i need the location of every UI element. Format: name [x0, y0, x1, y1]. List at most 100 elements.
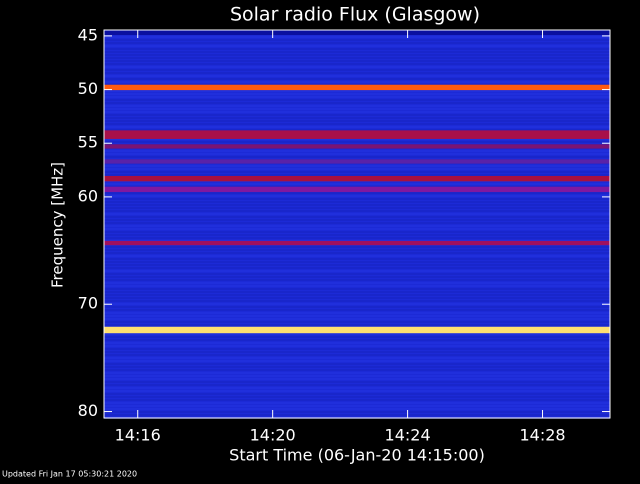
texture [104, 222, 610, 224]
texture [104, 366, 610, 368]
texture [104, 198, 610, 200]
texture [104, 201, 610, 203]
texture [104, 168, 610, 170]
texture [104, 204, 610, 206]
texture [104, 288, 610, 290]
texture [104, 264, 610, 266]
texture [104, 297, 610, 299]
texture [104, 81, 610, 83]
texture [104, 378, 610, 380]
texture [104, 72, 610, 74]
texture [104, 282, 610, 284]
texture [104, 318, 610, 320]
texture [104, 210, 610, 212]
texture [104, 42, 610, 44]
texture [104, 105, 610, 107]
texture [104, 396, 610, 398]
edge [104, 30, 610, 35]
plot-frame [103, 29, 611, 419]
band [104, 84, 610, 91]
texture [104, 363, 610, 365]
texture [104, 273, 610, 275]
texture [104, 339, 610, 341]
texture [104, 48, 610, 50]
texture [104, 150, 610, 152]
texture [104, 354, 610, 356]
texture [104, 69, 610, 71]
texture [104, 399, 610, 401]
texture [104, 36, 610, 38]
texture [104, 372, 610, 374]
texture [104, 66, 610, 68]
texture [104, 246, 610, 248]
texture [104, 291, 610, 293]
texture [104, 141, 610, 143]
texture [104, 114, 610, 116]
texture [104, 153, 610, 155]
texture [104, 171, 610, 173]
texture [104, 90, 610, 92]
texture [104, 387, 610, 389]
texture [104, 351, 610, 353]
band [104, 186, 610, 193]
plot-background [104, 30, 610, 418]
texture [104, 117, 610, 119]
texture [104, 213, 610, 215]
texture [104, 129, 610, 131]
texture [104, 300, 610, 302]
texture [104, 138, 610, 140]
texture [104, 108, 610, 110]
texture [104, 120, 610, 122]
x-tick-label: 14:24 [385, 426, 431, 445]
texture [104, 402, 610, 404]
texture [104, 45, 610, 47]
texture [104, 342, 610, 344]
texture [104, 216, 610, 218]
texture [104, 192, 610, 194]
texture [104, 99, 610, 101]
texture [104, 207, 610, 209]
texture [104, 414, 610, 416]
texture [104, 165, 610, 167]
texture [104, 324, 610, 326]
y-tick-label: 60 [78, 186, 98, 205]
texture [104, 174, 610, 176]
band [104, 159, 610, 164]
texture [104, 252, 610, 254]
texture [104, 63, 610, 65]
band [104, 144, 610, 149]
texture [104, 255, 610, 257]
texture [104, 231, 610, 233]
texture [104, 384, 610, 386]
x-tick-label: 14:16 [115, 426, 161, 445]
texture [104, 411, 610, 413]
texture [104, 75, 610, 77]
texture [104, 309, 610, 311]
texture [104, 156, 610, 158]
chart-title: Solar radio Flux (Glasgow) [230, 4, 480, 26]
texture [104, 285, 610, 287]
y-tick-label: 50 [78, 79, 98, 98]
y-axis-label: Frequency [MHz] [49, 162, 67, 288]
texture [104, 321, 610, 323]
texture [104, 357, 610, 359]
texture [104, 279, 610, 281]
band [104, 175, 610, 182]
texture [104, 336, 610, 338]
texture [104, 261, 610, 263]
y-tick-label: 80 [78, 401, 98, 420]
texture [104, 303, 610, 305]
texture [104, 237, 610, 239]
texture [104, 393, 610, 395]
texture [104, 390, 610, 392]
texture [104, 78, 610, 80]
texture [104, 126, 610, 128]
texture [104, 228, 610, 230]
y-tick-label: 55 [78, 133, 98, 152]
texture [104, 375, 610, 377]
texture [104, 405, 610, 407]
y-tick-label: 45 [78, 25, 98, 44]
x-axis-label: Start Time (06-Jan-20 14:15:00) [229, 446, 485, 465]
texture [104, 234, 610, 236]
texture [104, 369, 610, 371]
